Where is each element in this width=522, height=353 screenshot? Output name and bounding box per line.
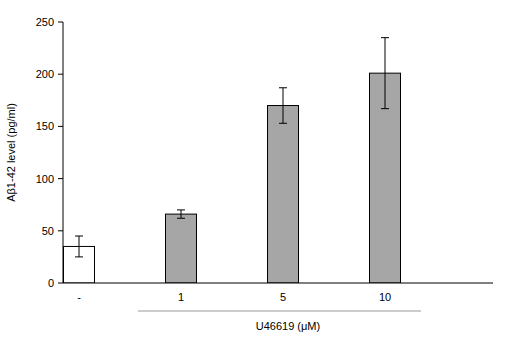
y-tick: [58, 22, 63, 23]
error-cap: [279, 87, 287, 88]
y-tick: [58, 126, 63, 127]
y-tick: [58, 178, 63, 179]
error-bar: [75, 236, 83, 257]
bars: [64, 73, 401, 283]
y-tick: [58, 283, 63, 284]
y-tick-label: 200: [36, 68, 54, 80]
x-axis-label: U46619 (μM): [256, 320, 320, 332]
bar: [166, 214, 197, 283]
error-bar: [177, 210, 185, 218]
chart-svg: 0 50 100 150 200 250 - 1 5 10 U46619 (μM) Aβ1-42 le…: [0, 0, 522, 353]
x-tick-label: 5: [280, 291, 286, 303]
group-line: [138, 311, 421, 312]
y-tick-label: 250: [36, 16, 54, 28]
error-bar: [279, 88, 287, 123]
error-cap: [177, 218, 185, 219]
error-cap: [279, 123, 287, 124]
error-bar: [381, 38, 389, 109]
error-stem: [385, 38, 386, 109]
y-tick-label: 150: [36, 120, 54, 132]
y-tick-label: 100: [36, 173, 54, 185]
y-axis-label: Aβ1-42 level (pg/ml): [5, 103, 17, 202]
chart-container: 0 50 100 150 200 250 - 1 5 10 U46619 (μM) Aβ1-42 le…: [0, 0, 522, 353]
x-tick-label: 1: [178, 291, 184, 303]
error-cap: [381, 37, 389, 38]
x-tick-label: -: [77, 291, 81, 303]
error-stem: [79, 236, 80, 257]
y-tick: [58, 230, 63, 231]
bar: [268, 106, 299, 283]
error-stem: [283, 88, 284, 123]
error-cap: [75, 256, 83, 257]
error-cap: [75, 236, 83, 237]
error-stem: [181, 210, 182, 218]
x-tick-label: 10: [379, 291, 391, 303]
error-cap: [381, 108, 389, 109]
x-axis: [63, 283, 493, 284]
error-cap: [177, 209, 185, 210]
y-axis: [63, 22, 64, 283]
y-tick-label: 0: [48, 277, 54, 289]
y-tick-label: 50: [42, 225, 54, 237]
y-tick: [58, 74, 63, 75]
error-bars: [75, 38, 389, 257]
